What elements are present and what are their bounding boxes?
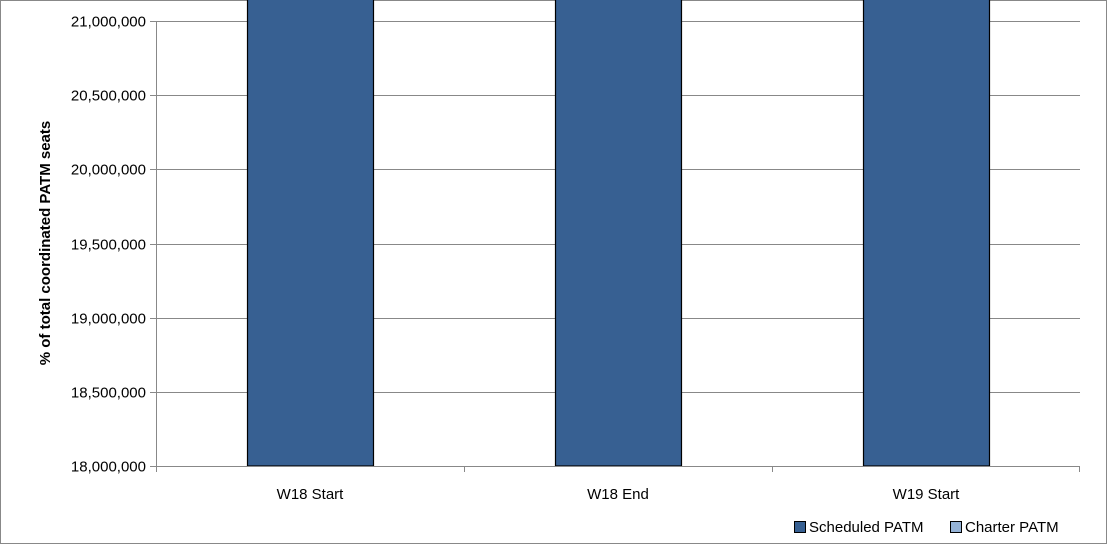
- axes: [156, 21, 1080, 467]
- y-tick-label: 18,000,000: [71, 459, 146, 476]
- legend-label: Charter PATM: [965, 519, 1059, 536]
- legend: Scheduled PATM Charter PATM: [794, 519, 1059, 536]
- y-tick-label: 19,500,000: [71, 237, 146, 254]
- bar-scheduled-patm: [554, 0, 683, 467]
- y-axis-title: % of total coordinated PATM seats: [37, 121, 54, 365]
- bar-scheduled-patm: [246, 0, 375, 467]
- x-tick-label: W18 Start: [277, 486, 345, 503]
- x-tick-label: W18 End: [587, 486, 649, 503]
- bar-scheduled-patm: [862, 0, 991, 467]
- y-tick-label: 20,000,000: [71, 162, 146, 179]
- y-tick-label: 18,500,000: [71, 385, 146, 402]
- legend-swatch: [950, 521, 962, 533]
- bars: [246, 0, 991, 467]
- y-axis-ticks: 18,000,000 18,500,000 19,000,000 19,500,000…: [71, 14, 156, 476]
- legend-swatch: [794, 521, 806, 533]
- legend-label: Scheduled PATM: [809, 519, 924, 536]
- x-axis-ticks: W18 Start W18 End W19 Start: [156, 466, 1080, 503]
- y-tick-label: 19,000,000: [71, 311, 146, 328]
- y-tick-label: 21,000,000: [71, 14, 146, 31]
- x-tick-label: W19 Start: [893, 486, 961, 503]
- y-tick-label: 20,500,000: [71, 88, 146, 105]
